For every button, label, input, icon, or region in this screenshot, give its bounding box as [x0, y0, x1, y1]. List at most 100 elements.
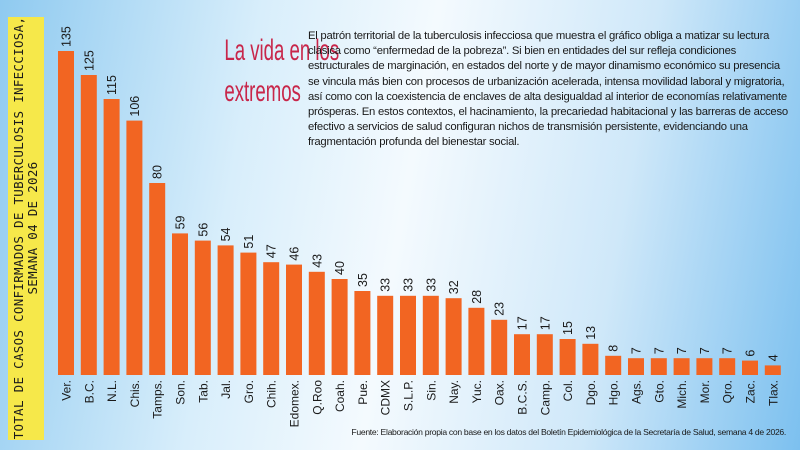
data-label: 47	[265, 244, 279, 258]
data-label: 59	[174, 215, 188, 229]
data-label: 4	[766, 354, 780, 361]
data-label: 46	[288, 247, 302, 261]
x-tick-label: Ver.	[60, 380, 74, 401]
bar-Dgo.	[582, 343, 599, 375]
data-label: 106	[128, 96, 142, 117]
x-tick-label: Tab.	[196, 380, 210, 403]
x-tick-label: Chis.	[128, 380, 142, 407]
x-tick-label: Gto.	[652, 380, 666, 403]
bar-S.L.P.	[400, 295, 416, 375]
bar-Mor.	[696, 358, 713, 375]
x-tick-label: Edomex.	[288, 380, 302, 427]
bar-Nay.	[445, 298, 462, 375]
data-label: 15	[561, 321, 575, 335]
bar-Gro.	[240, 252, 257, 375]
bar-B.C.	[80, 75, 97, 375]
data-label: 17	[538, 316, 552, 330]
data-label: 7	[721, 347, 735, 354]
x-tick-label: B.C.S.	[516, 380, 530, 415]
data-label: 43	[310, 254, 324, 268]
x-tick-label: Jal.	[219, 380, 233, 399]
x-tick-label: Son.	[174, 380, 188, 405]
bar-Ags.	[628, 358, 644, 375]
x-tick-label: Dgo.	[584, 380, 598, 405]
data-label: 6	[744, 350, 758, 357]
bar-CDMX	[377, 295, 394, 375]
bar-Tamps.	[149, 183, 166, 375]
x-tick-label: Pue.	[356, 380, 370, 405]
bar-Gto.	[650, 358, 667, 375]
x-tick-label: Qro.	[721, 380, 735, 403]
bar-Jal.	[217, 245, 234, 375]
x-tick-label: S.L.P.	[402, 380, 416, 411]
data-label: 7	[698, 347, 712, 354]
bar-Chis.	[126, 120, 143, 375]
bar-Ver.	[58, 51, 74, 375]
y-axis-label-band	[8, 17, 44, 440]
data-label: 32	[447, 280, 461, 294]
bar-Col.	[559, 339, 576, 375]
title-line-2: extremos	[224, 75, 301, 108]
bar-Zac.	[742, 360, 758, 375]
x-tick-label: Tlax.	[766, 380, 780, 406]
x-tick-label: Tamps.	[151, 380, 165, 419]
data-label: 28	[470, 290, 484, 304]
data-label: 33	[379, 278, 393, 292]
x-tick-label: Camp.	[538, 380, 552, 415]
x-tick-label: Gro.	[242, 380, 256, 403]
bar-Qro.	[719, 358, 736, 375]
bar-Chih.	[263, 262, 280, 375]
source-note: Fuente: Elaboración propia con base en l…	[351, 427, 786, 437]
x-tick-label: Chih.	[265, 380, 279, 408]
data-label: 56	[196, 223, 210, 237]
data-label: 33	[424, 278, 438, 292]
bar-Coah.	[331, 279, 348, 375]
data-label: 17	[516, 316, 530, 330]
bar-N.L.	[103, 99, 120, 375]
x-tick-label: CDMX	[379, 380, 393, 415]
data-label: 8	[607, 345, 621, 352]
bar-Son.	[172, 233, 188, 375]
x-tick-label: Oax.	[493, 380, 507, 405]
data-label: 51	[242, 235, 256, 249]
bar-Mich.	[673, 358, 690, 375]
bar-Yuc.	[468, 307, 485, 375]
data-label: 35	[356, 273, 370, 287]
data-label: 125	[82, 50, 96, 71]
x-tick-label: Coah.	[333, 380, 347, 412]
data-label: 80	[151, 165, 165, 179]
data-label: 23	[493, 302, 507, 316]
data-label: 40	[333, 261, 347, 275]
bar-Tab.	[194, 240, 211, 375]
bar-Tlax.	[764, 365, 781, 375]
bar-Hgo.	[605, 355, 622, 375]
data-label: 54	[219, 227, 233, 241]
x-tick-label: Yuc.	[470, 380, 484, 403]
data-label: 135	[60, 26, 74, 47]
bar-Sin.	[422, 295, 439, 375]
data-label: 7	[652, 347, 666, 354]
data-label: 13	[584, 326, 598, 340]
x-tick-label: Q.Roo	[310, 380, 324, 415]
bar-Q.Roo	[308, 271, 325, 375]
x-tick-label: Zac.	[744, 380, 758, 403]
body-text: El patrón territorial de la tuberculosis…	[308, 30, 788, 149]
data-label: 7	[675, 347, 689, 354]
bar-B.C.S.	[514, 334, 530, 375]
x-tick-label: N.L.	[105, 380, 119, 402]
x-tick-label: B.C.	[82, 380, 96, 403]
bar-Pue.	[354, 291, 371, 375]
x-tick-label: Ags.	[630, 380, 644, 404]
bar-Oax.	[491, 319, 508, 375]
x-tick-label: Hgo.	[607, 380, 621, 405]
x-tick-label: Mich.	[675, 380, 689, 409]
data-label: 115	[105, 75, 119, 95]
x-tick-label: Nay.	[447, 380, 461, 404]
x-tick-label: Sin.	[424, 380, 438, 401]
x-tick-label: Col.	[561, 380, 575, 401]
bar-Camp.	[536, 334, 553, 375]
data-label: 33	[402, 278, 416, 292]
x-tick-label: Mor.	[698, 380, 712, 403]
data-label: 7	[630, 347, 644, 354]
